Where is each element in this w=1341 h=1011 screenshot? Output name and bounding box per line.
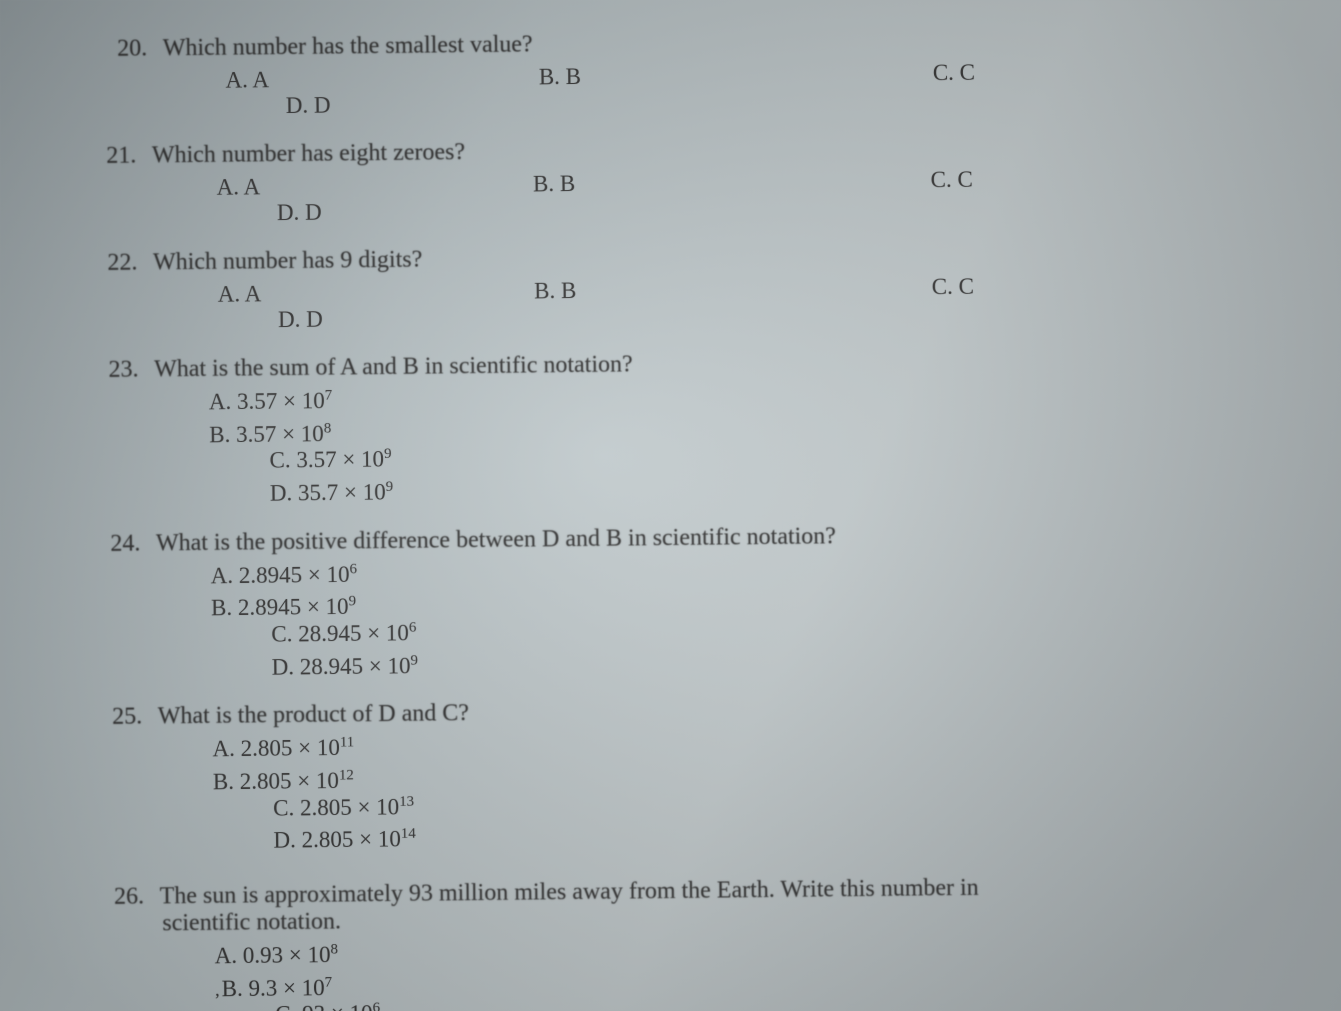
- option-d: D. 35.7 × 109: [270, 470, 1241, 507]
- question-23-stem: 23. What is the sum of A and B in scient…: [108, 345, 1239, 384]
- option-a: A. 0.93 × 108: [215, 932, 1246, 969]
- option-a-exp: 7: [325, 388, 333, 404]
- options-left-col: A. 0.93 × 108 ,B. 9.3 × 107: [215, 932, 1247, 1002]
- question-23-options: A. 3.57 × 107 B. 3.57 × 108 C. 3.57 × 10…: [109, 378, 1241, 508]
- option-c-exp: 6: [409, 620, 417, 636]
- question-text: Which number has 9 digits?: [153, 247, 423, 276]
- option-c-exp: 6: [372, 1000, 380, 1011]
- option-a-text: A. 0.93 × 10: [215, 942, 331, 968]
- question-25: 25. What is the product of D and C? A. 2…: [112, 692, 1245, 855]
- question-21-options: A. A B. B C. C D. D: [107, 164, 1238, 228]
- option-d-text: D. 2.805 × 10: [273, 827, 401, 853]
- question-22: 22. Which number has 9 digits? A. A B. B…: [107, 238, 1239, 335]
- options-right-col: C. 3.57 × 109 D. 35.7 × 109: [209, 437, 1241, 507]
- option-c-exp: 13: [399, 793, 414, 809]
- question-number: 22.: [107, 249, 147, 276]
- option-c-exp: 9: [384, 446, 392, 462]
- options-right-col: C. 28.945 × 106 D. 28.945 × 109: [211, 611, 1243, 681]
- option-d-text: D. 35.7 × 10: [270, 480, 386, 506]
- option-d-exp: 14: [401, 826, 416, 842]
- question-23: 23. What is the sum of A and B in scient…: [108, 345, 1241, 508]
- option-d-exp: 9: [410, 652, 418, 668]
- question-24-stem: 24. What is the positive difference betw…: [110, 519, 1241, 558]
- option-b: B. B: [493, 168, 871, 198]
- question-25-options: A. 2.805 × 1011 B. 2.805 × 1012 C. 2.805…: [112, 725, 1244, 855]
- question-text: Which number has the smallest value?: [163, 31, 533, 61]
- question-21-stem: 21. Which number has eight zeroes?: [106, 131, 1237, 170]
- option-b-text: B. 3.57 × 10: [209, 421, 324, 447]
- option-c-text: C. 93 × 10: [275, 1001, 373, 1011]
- options-left-col: A. 2.805 × 1011 B. 2.805 × 1012: [212, 725, 1244, 795]
- option-b-text: B. 9.3 × 10: [222, 975, 325, 1001]
- option-c-text: C. 3.57 × 10: [269, 447, 384, 473]
- options-right-col: C. 2.805 × 1013 D. 2.805 × 1014: [213, 785, 1245, 855]
- question-22-stem: 22. Which number has 9 digits?: [107, 238, 1238, 277]
- question-number: 21.: [106, 142, 146, 169]
- question-21: 21. Which number has eight zeroes? A. A …: [106, 131, 1238, 228]
- option-b-exp: 9: [348, 594, 356, 610]
- option-c: C. C: [872, 271, 1239, 301]
- option-b-exp: 8: [324, 420, 332, 436]
- option-a: A. 3.57 × 107: [209, 378, 1240, 415]
- question-26: 26. The sun is approximately 93 million …: [114, 872, 1247, 1011]
- question-text: What is the product of D and C?: [158, 700, 470, 729]
- option-a-exp: 6: [349, 561, 357, 577]
- option-d-exp: 9: [386, 479, 394, 495]
- option-a: A. A: [225, 65, 499, 94]
- option-c-text: C. 28.945 × 10: [271, 620, 409, 646]
- question-24-options: A. 2.8945 × 106 B. 2.8945 × 109 C. 28.94…: [111, 552, 1243, 682]
- question-text: What is the positive difference between …: [156, 523, 836, 556]
- option-c: C. C: [873, 57, 1237, 87]
- question-text: What is the sum of A and B in scientific…: [154, 351, 633, 382]
- question-number: 23.: [108, 356, 148, 383]
- option-b-exp: 7: [325, 974, 333, 990]
- option-d-text: D. 28.945 × 10: [272, 653, 411, 679]
- option-a: A. 2.805 × 1011: [212, 725, 1243, 762]
- option-a-text: A. 3.57 × 10: [209, 388, 325, 414]
- option-b: B. B: [499, 61, 873, 91]
- option-b-text: B. 2.805 × 10: [213, 768, 339, 794]
- question-26-options: A. 0.93 × 108 ,B. 9.3 × 107 C. 93 × 106 …: [115, 932, 1247, 1011]
- option-a: A. 2.8945 × 106: [211, 552, 1242, 589]
- question-20-stem: 20. Which number has the smallest value?: [105, 24, 1236, 63]
- option-c: C. C: [870, 164, 1237, 194]
- option-d: D. 2.805 × 1014: [273, 817, 1244, 854]
- options-left-col: A. 2.8945 × 106 B. 2.8945 × 109: [211, 552, 1243, 622]
- question-number: 25.: [112, 704, 152, 731]
- question-number: 24.: [110, 530, 150, 557]
- option-a: A. A: [218, 279, 495, 308]
- question-22-options: A. A B. B C. C D. D: [108, 271, 1239, 335]
- question-25-stem: 25. What is the product of D and C?: [112, 692, 1243, 731]
- question-number: 20.: [117, 35, 157, 62]
- option-a: A. A: [217, 172, 494, 201]
- option-a-exp: 8: [330, 941, 338, 957]
- option-a-exp: 11: [340, 735, 355, 751]
- question-20: 20. Which number has the smallest value?…: [105, 24, 1237, 121]
- option-d: D. 28.945 × 109: [272, 644, 1243, 681]
- option-a-text: A. 2.8945 × 10: [211, 562, 350, 588]
- stray-mark: ,: [215, 980, 220, 1000]
- option-a-text: A. 2.805 × 10: [212, 735, 340, 761]
- option-b: B. B: [494, 275, 872, 305]
- worksheet-page: 20. Which number has the smallest value?…: [0, 0, 1341, 1011]
- options-left-col: A. 3.57 × 107 B. 3.57 × 108: [209, 378, 1241, 448]
- question-number: 26.: [114, 883, 154, 910]
- question-20-options: A. A B. B C. C D. D: [105, 57, 1236, 121]
- option-b-text: B. 2.8945 × 10: [211, 594, 349, 620]
- option-b-exp: 12: [339, 767, 354, 783]
- question-24: 24. What is the positive difference betw…: [110, 519, 1243, 682]
- option-c-text: C. 2.805 × 10: [273, 794, 399, 820]
- question-text: Which number has eight zeroes?: [152, 139, 465, 168]
